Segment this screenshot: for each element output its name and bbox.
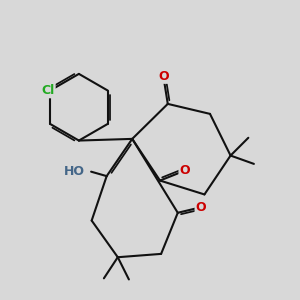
- Text: O: O: [158, 70, 169, 83]
- Text: O: O: [180, 164, 190, 177]
- Text: HO: HO: [64, 165, 85, 178]
- Text: Cl: Cl: [41, 84, 54, 97]
- Text: O: O: [196, 201, 206, 214]
